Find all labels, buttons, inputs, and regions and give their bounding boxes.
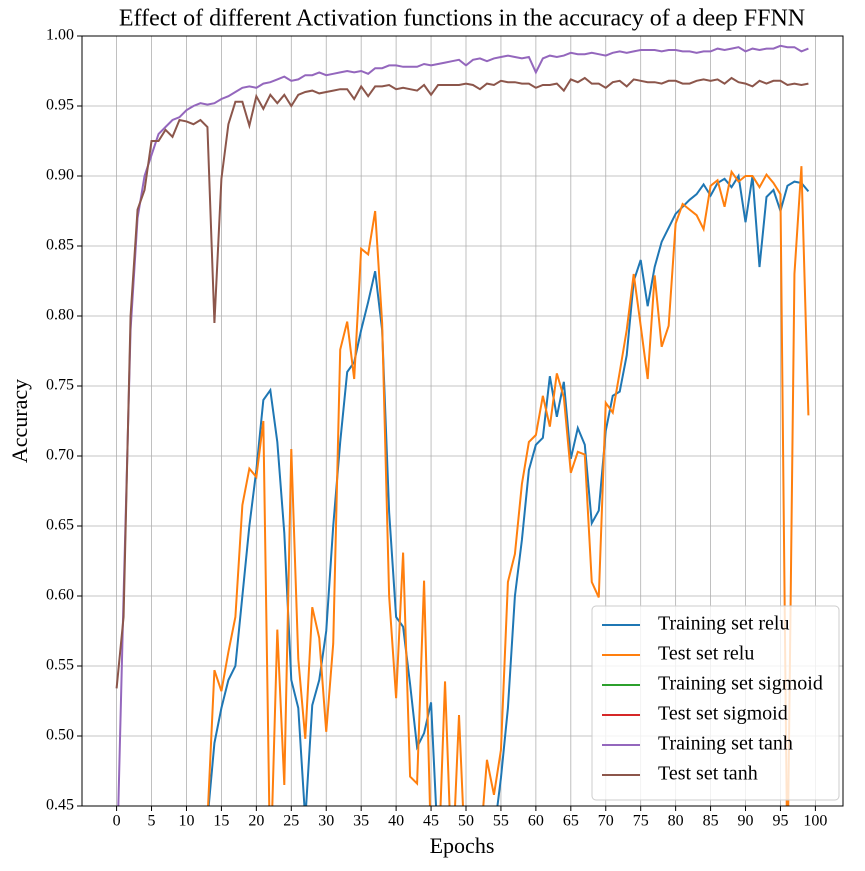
legend-label: Training set relu [658,613,789,635]
y-tick-label: 0.65 [46,517,74,534]
legend-box [591,605,840,801]
x-tick-label: 75 [633,813,649,830]
legend-label: Test set tanh [658,763,758,785]
x-tick-label: 15 [213,813,229,830]
y-tick-label: 0.95 [46,97,74,114]
y-tick-label: 0.60 [46,587,74,604]
x-tick-label: 80 [668,813,684,830]
legend-label: Test set sigmoid [658,703,788,725]
x-tick-label: 30 [318,813,334,830]
x-tick-label: 35 [353,813,369,830]
plot-frame [81,35,844,807]
plot-lines [115,44,810,806]
x-tick-label: 85 [703,813,719,830]
x-tick-label: 100 [803,813,827,830]
x-tick-label: 50 [458,813,474,830]
y-tick-label: 0.90 [46,167,74,184]
y-tick-label: 0.50 [46,727,74,744]
chart-title: Effect of different Activation functions… [119,6,805,32]
series-line [207,166,810,806]
x-tick-label: 20 [248,813,264,830]
y-tick-label: 0.75 [46,377,74,394]
series-line [207,173,810,806]
x-tick-label: 40 [388,813,404,830]
x-tick-label: 70 [598,813,614,830]
x-axis-label: Epochs [430,833,495,858]
legend-label: Training set tanh [658,733,793,755]
y-tick-label: 0.85 [46,237,74,254]
y-tick-label: 0.70 [46,447,74,464]
y-tick-label: 0.45 [46,797,74,814]
x-tick-label: 65 [563,813,579,830]
legend-label: Training set sigmoid [658,673,823,695]
x-tick-label: 10 [178,813,194,830]
series-line [115,76,809,689]
x-tick-label: 0 [113,813,121,830]
legend-label: Test set relu [658,643,754,665]
x-tick-label: 60 [528,813,544,830]
y-axis-label: Accuracy [7,379,32,463]
x-tick-label: 90 [738,813,754,830]
series-line [117,44,809,806]
y-tick-label: 0.55 [46,657,74,674]
x-tick-label: 25 [283,813,299,830]
y-tick-label: 0.80 [46,307,74,324]
x-tick-label: 45 [423,813,439,830]
x-tick-label: 95 [772,813,788,830]
x-tick-label: 55 [493,813,509,830]
x-tick-label: 5 [148,813,156,830]
y-tick-label: 1.00 [46,27,74,44]
